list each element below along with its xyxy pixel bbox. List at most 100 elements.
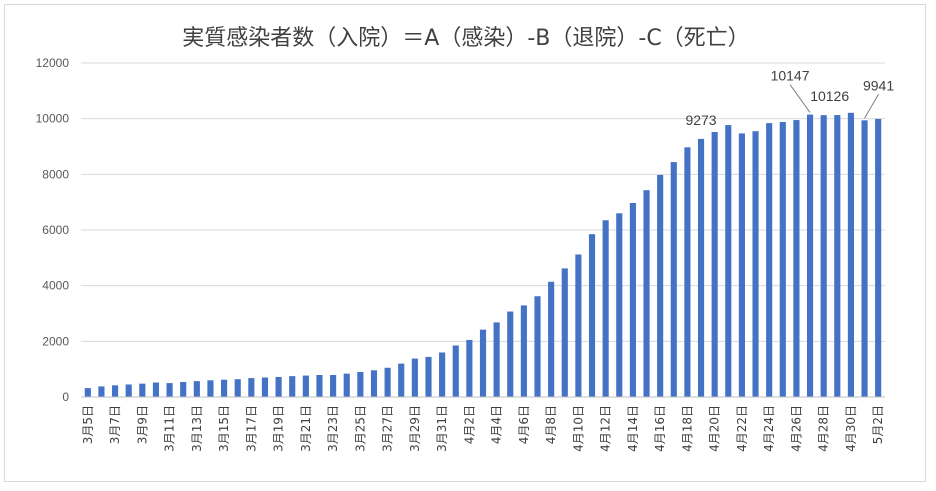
x-axis-ticks: 3月5日 3月7日 3月9日 3月11日 3月13日 3月15日 3月17日 3月19日 3月2…	[81, 405, 885, 452]
x-tick-label: 4月6日	[517, 405, 531, 444]
bars	[84, 112, 882, 398]
y-tick-label: 4000	[42, 279, 69, 293]
chart-title: 実質感染者数（入院）＝A（感染）-B（退院）-C（死亡）	[182, 26, 749, 51]
x-tick-label: 4月8日	[544, 405, 558, 444]
gridlines	[81, 62, 885, 342]
bar	[752, 131, 759, 398]
y-tick-label: 8000	[42, 167, 69, 181]
x-tick-label: 4月10日	[571, 405, 585, 452]
bar	[248, 378, 255, 397]
x-tick-label: 4月12日	[599, 405, 613, 452]
bar	[398, 363, 405, 397]
bar	[302, 375, 309, 397]
data-label: 9941	[863, 77, 894, 93]
bar	[439, 352, 446, 397]
x-tick-label: 5月2日	[871, 405, 885, 444]
bar	[548, 281, 555, 397]
y-tick-label: 10000	[36, 112, 70, 126]
data-label-leader	[789, 84, 811, 113]
bar	[561, 268, 568, 397]
x-tick-label: 4月26日	[789, 405, 803, 452]
bar	[820, 115, 827, 397]
bar	[479, 329, 487, 397]
data-label: 10126	[810, 88, 849, 104]
bar	[261, 377, 269, 397]
bar	[806, 114, 814, 397]
bar	[275, 376, 282, 397]
x-tick-label: 3月9日	[135, 405, 149, 444]
x-tick-label: 3月7日	[108, 405, 122, 444]
x-tick-label: 3月19日	[272, 405, 286, 452]
bar	[847, 112, 854, 398]
bar	[875, 118, 882, 397]
x-tick-label: 3月13日	[190, 405, 204, 452]
bar	[588, 234, 596, 397]
bar	[411, 358, 418, 397]
bar	[493, 322, 500, 397]
bar	[779, 122, 786, 398]
bar	[152, 382, 160, 397]
x-tick-label: 3月25日	[353, 405, 367, 452]
x-tick-label: 4月22日	[735, 405, 749, 452]
x-tick-label: 3月15日	[217, 405, 231, 452]
chart-frame: 実質感染者数（入院）＝A（感染）-B（退院）-C（死亡） 0 2000 4000 60…	[4, 4, 926, 482]
bar	[221, 379, 228, 397]
bar	[616, 213, 623, 397]
bar	[670, 162, 677, 397]
x-tick-label: 3月31日	[435, 405, 449, 452]
bar	[711, 132, 718, 397]
bar	[725, 125, 732, 398]
bar	[834, 115, 841, 397]
x-tick-label: 4月24日	[762, 405, 776, 452]
x-tick-label: 4月16日	[653, 405, 667, 452]
bar	[507, 311, 514, 397]
bar	[793, 120, 800, 397]
bar	[575, 254, 582, 397]
x-tick-label: 4月30日	[844, 405, 858, 452]
bar	[193, 381, 200, 397]
bar	[534, 296, 541, 397]
data-label: 9273	[685, 112, 716, 128]
data-label: 10147	[771, 68, 810, 84]
bar	[466, 339, 473, 397]
bar	[84, 388, 91, 397]
x-tick-label: 3月11日	[163, 405, 177, 452]
bar	[452, 345, 459, 397]
bar	[766, 123, 773, 398]
data-label-leader	[864, 94, 879, 119]
bar	[861, 120, 868, 397]
bar	[180, 381, 187, 397]
bar	[166, 383, 173, 397]
bar	[684, 147, 691, 397]
bar	[643, 190, 650, 397]
bar	[289, 376, 296, 397]
bar	[330, 375, 337, 397]
x-tick-label: 4月18日	[680, 405, 694, 452]
bar	[316, 375, 323, 397]
x-tick-label: 4月20日	[708, 405, 722, 452]
y-axis-ticks: 0 2000 4000 6000 8000 10000 12000	[36, 56, 70, 404]
bar	[602, 220, 609, 397]
bar	[343, 373, 350, 397]
x-tick-label: 3月23日	[326, 405, 340, 452]
bar	[629, 203, 636, 397]
bar-chart: 実質感染者数（入院）＝A（感染）-B（退院）-C（死亡） 0 2000 4000 60…	[36, 26, 895, 452]
x-tick-label: 3月21日	[299, 405, 313, 452]
bar	[384, 367, 391, 397]
x-tick-label: 4月28日	[817, 405, 831, 452]
bar	[738, 133, 745, 397]
x-tick-label: 3月5日	[81, 405, 95, 444]
x-tick-label: 4月14日	[626, 405, 640, 452]
y-tick-label: 0	[62, 390, 69, 404]
bar	[697, 138, 705, 398]
bar	[139, 383, 146, 397]
x-tick-label: 3月27日	[381, 405, 395, 452]
y-tick-label: 6000	[42, 223, 69, 237]
bar	[425, 356, 432, 397]
x-tick-label: 3月17日	[244, 405, 258, 452]
y-tick-label: 2000	[42, 334, 69, 348]
bar	[125, 384, 132, 397]
bar	[357, 371, 364, 397]
x-tick-label: 4月4日	[490, 405, 504, 444]
bar	[234, 379, 241, 397]
